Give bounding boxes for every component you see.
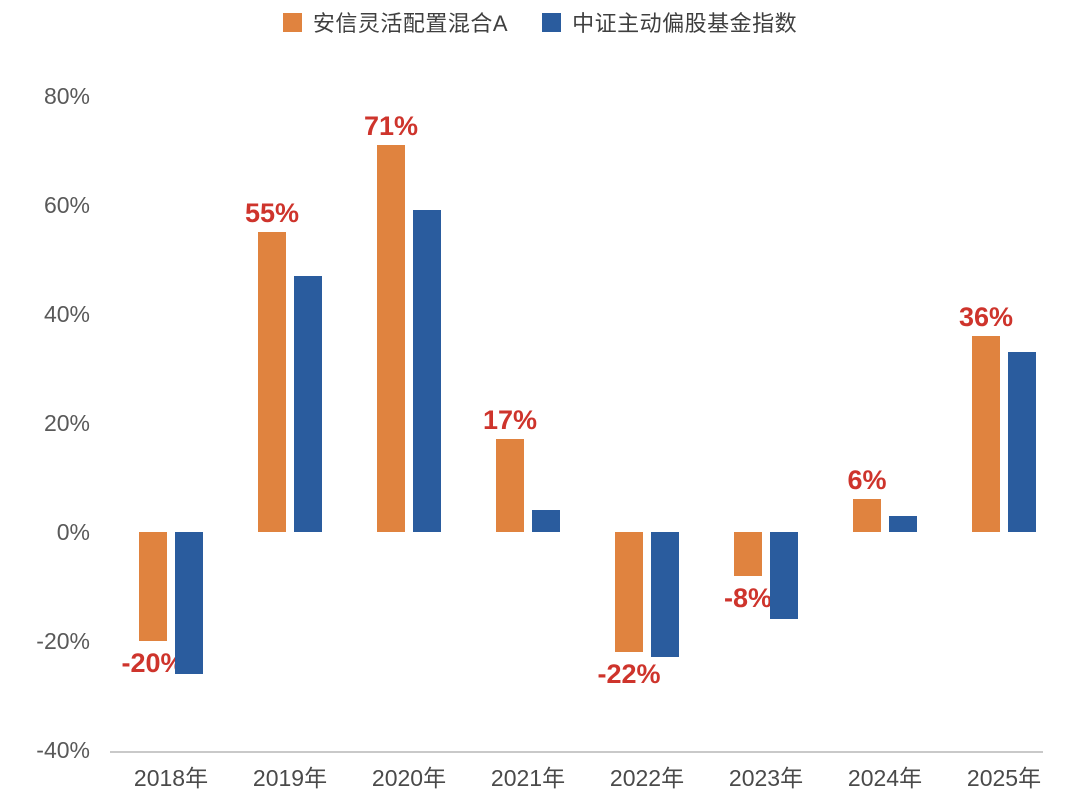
bar-series1-2023年 xyxy=(770,532,798,620)
legend-item-0: 安信灵活配置混合A xyxy=(282,6,509,38)
bar-series0-2020年 xyxy=(377,145,405,532)
data-label-2025年: 36% xyxy=(958,301,1014,332)
y-axis-tick: -20% xyxy=(36,628,90,654)
y-axis-tick: 80% xyxy=(43,83,90,109)
bar-series0-2018年 xyxy=(139,532,167,641)
legend-swatch-icon xyxy=(542,12,562,32)
data-label-2019年: 55% xyxy=(244,198,300,229)
legend-item-1: 中证主动偏股基金指数 xyxy=(542,6,797,38)
bar-series1-2019年 xyxy=(294,275,322,532)
x-axis-tick: 2020年 xyxy=(371,765,447,791)
bar-series1-2022年 xyxy=(651,532,679,658)
legend-label: 安信灵活配置混合A xyxy=(312,11,509,36)
y-axis-tick: 40% xyxy=(43,301,90,327)
y-axis-tick: -40% xyxy=(36,737,90,763)
bar-series1-2018年 xyxy=(175,532,203,674)
x-axis-tick: 2025年 xyxy=(966,765,1042,791)
data-label-2023年: -8% xyxy=(723,582,772,613)
bar-series0-2022年 xyxy=(615,532,643,652)
bar-series1-2021年 xyxy=(532,510,560,532)
x-axis-tick: 2024年 xyxy=(847,765,923,791)
y-axis-tick: 0% xyxy=(56,519,90,545)
chart-legend: 安信灵活配置混合A 中证主动偏股基金指数 xyxy=(0,6,1080,38)
legend-label: 中证主动偏股基金指数 xyxy=(572,11,798,36)
bar-series0-2024年 xyxy=(853,499,881,532)
bar-series0-2019年 xyxy=(258,232,286,532)
y-axis-tick: 60% xyxy=(43,192,90,218)
data-label-2018年: -20% xyxy=(121,648,185,678)
x-axis-tick: 2018年 xyxy=(133,765,209,791)
x-axis-line xyxy=(110,751,1043,753)
bar-series1-2024年 xyxy=(889,515,917,532)
bar-series0-2023年 xyxy=(734,532,762,576)
data-label-2021年: 17% xyxy=(482,405,538,436)
legend-swatch-icon xyxy=(282,12,302,32)
x-axis-tick: 2022年 xyxy=(609,765,685,791)
bar-series0-2025年 xyxy=(972,335,1000,532)
data-label-2022年: -22% xyxy=(597,658,661,689)
bar-series1-2020年 xyxy=(413,210,441,532)
bar-series0-2021年 xyxy=(496,439,524,532)
y-axis-tick: 20% xyxy=(43,410,90,436)
x-axis-tick: 2019年 xyxy=(252,765,328,791)
x-axis-tick: 2021年 xyxy=(490,765,566,791)
data-label-2024年: 6% xyxy=(847,465,887,496)
data-label-2020年: 71% xyxy=(363,111,419,142)
bar-series1-2025年 xyxy=(1008,352,1036,532)
x-axis-tick: 2023年 xyxy=(728,765,804,791)
